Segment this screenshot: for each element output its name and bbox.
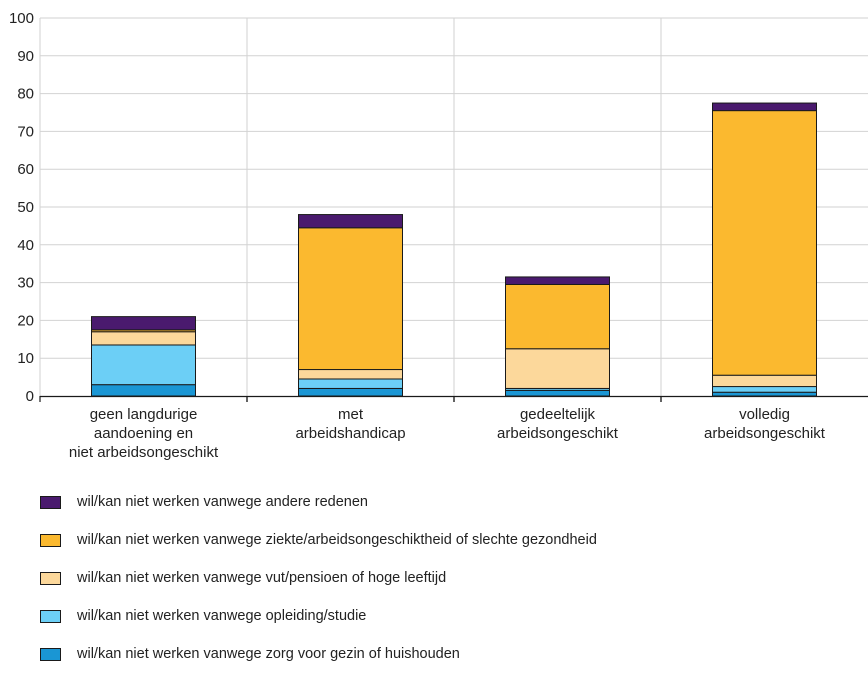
- x-category-label: geen langdurige aandoening en niet arbeids…: [69, 406, 219, 461]
- legend-label: wil/kan niet werken vanwege andere reden…: [77, 494, 368, 510]
- y-tick-label: 60: [17, 161, 34, 178]
- legend-swatch: [40, 495, 61, 509]
- bar-segment: [712, 110, 817, 376]
- bar-segment: [505, 283, 610, 350]
- bar-segment: [298, 378, 403, 389]
- bar-segment: [505, 389, 610, 397]
- legend-swatch: [40, 609, 61, 623]
- y-tick-label: 0: [26, 388, 34, 405]
- bar-segment: [505, 276, 610, 285]
- bar-segment: [505, 348, 610, 389]
- bar-segment: [712, 374, 817, 388]
- bar-segment: [91, 384, 196, 397]
- bar-segment: [91, 344, 196, 386]
- legend-item: wil/kan niet werken vanwege opleiding/st…: [40, 597, 597, 635]
- y-tick-label: 70: [17, 123, 34, 140]
- bar-segment: [712, 391, 817, 397]
- legend: wil/kan niet werken vanwege andere reden…: [40, 483, 597, 673]
- x-category-label: met arbeidshandicap: [295, 406, 405, 442]
- legend-swatch: [40, 647, 61, 661]
- y-tick-label: 10: [17, 350, 34, 367]
- x-category-label: gedeeltelijk arbeidsongeschikt: [497, 406, 619, 442]
- bar-segment: [298, 227, 403, 371]
- bar-segment: [298, 387, 403, 397]
- legend-label: wil/kan niet werken vanwege vut/pensioen…: [77, 570, 447, 586]
- y-tick-label: 30: [17, 275, 34, 292]
- y-tick-label: 40: [17, 237, 34, 254]
- bar-segment: [298, 369, 403, 380]
- legend-item: wil/kan niet werken vanwege andere reden…: [40, 483, 597, 521]
- legend-swatch: [40, 533, 61, 547]
- legend-item: wil/kan niet werken vanwege vut/pensioen…: [40, 559, 597, 597]
- legend-label: wil/kan niet werken vanwege ziekte/arbei…: [77, 532, 597, 548]
- y-tick-label: 20: [17, 312, 34, 329]
- legend-swatch: [40, 571, 61, 585]
- bar-segment: [712, 102, 817, 112]
- legend-label: wil/kan niet werken vanwege zorg voor ge…: [77, 646, 460, 662]
- y-tick-label: 50: [17, 199, 34, 216]
- legend-item: wil/kan niet werken vanwege zorg voor ge…: [40, 635, 597, 673]
- x-category-label: volledig arbeidsongeschikt: [704, 406, 826, 442]
- legend-item: wil/kan niet werken vanwege ziekte/arbei…: [40, 521, 597, 559]
- y-tick-label: 100: [9, 10, 34, 27]
- y-tick-label: 80: [17, 86, 34, 103]
- bar-segment: [712, 386, 817, 393]
- bar-segment: [298, 214, 403, 229]
- bar-segment: [91, 331, 196, 346]
- y-tick-label: 90: [17, 48, 34, 65]
- stacked-bar-chart: 0 10 20 30 40 50 60 70 80 90 100 geen langdurige aan…: [9, 10, 868, 461]
- bar-segment: [91, 316, 196, 331]
- legend-label: wil/kan niet werken vanwege opleiding/st…: [77, 608, 367, 624]
